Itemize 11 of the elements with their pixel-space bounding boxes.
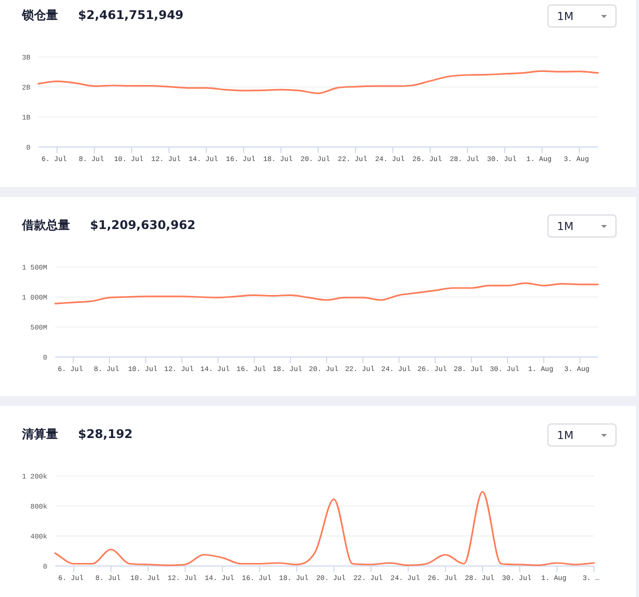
text: 1M	[557, 10, 574, 23]
chart-title: 清算量	[21, 427, 58, 441]
line-series	[38, 70, 599, 94]
chart-subtitle: $1,209,630,962	[90, 218, 196, 232]
chart-subtitle: $2,461,751,949	[78, 8, 184, 22]
text: 1M	[557, 220, 574, 233]
text: 1M	[557, 429, 574, 442]
chart-subtitle: $28,192	[78, 427, 133, 441]
chart-title: 锁仓量	[21, 8, 58, 22]
chart-title: 借款总量	[21, 218, 70, 232]
line-series	[54, 282, 599, 304]
